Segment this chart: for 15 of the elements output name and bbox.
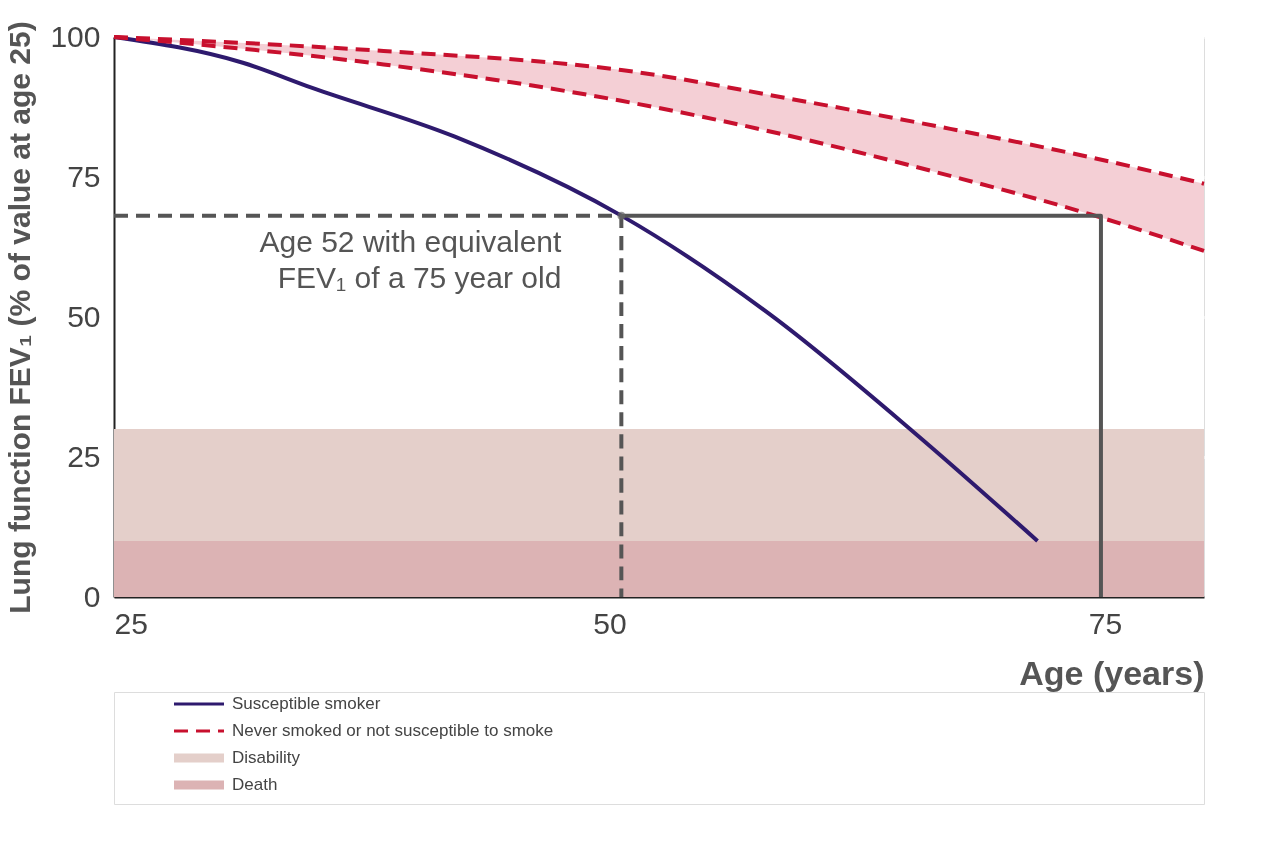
x-tick-label: 25 [114, 606, 148, 640]
y-tick-label: 25 [67, 439, 101, 473]
legend-label: Disability [232, 748, 301, 767]
legend-label: Susceptible smoker [232, 694, 381, 713]
y-tick-label: 50 [67, 299, 101, 333]
x-tick-label: 50 [593, 606, 627, 640]
x-axis-title: Age (years) [1019, 653, 1205, 692]
y-tick-label: 0 [83, 579, 101, 613]
y-tick-label: 100 [50, 19, 101, 53]
legend-label: Death [232, 775, 278, 794]
y-tick-label: 75 [67, 159, 101, 193]
legend-label: Never smoked or not susceptible to smoke [232, 721, 554, 740]
x-tick-label: 75 [1088, 606, 1123, 640]
y-axis-title: Lung function FEV₁ (% of value at age 25) [3, 21, 37, 614]
annotation: Age 52 with equivalent FEV₁ of a 75 year old [259, 224, 563, 294]
